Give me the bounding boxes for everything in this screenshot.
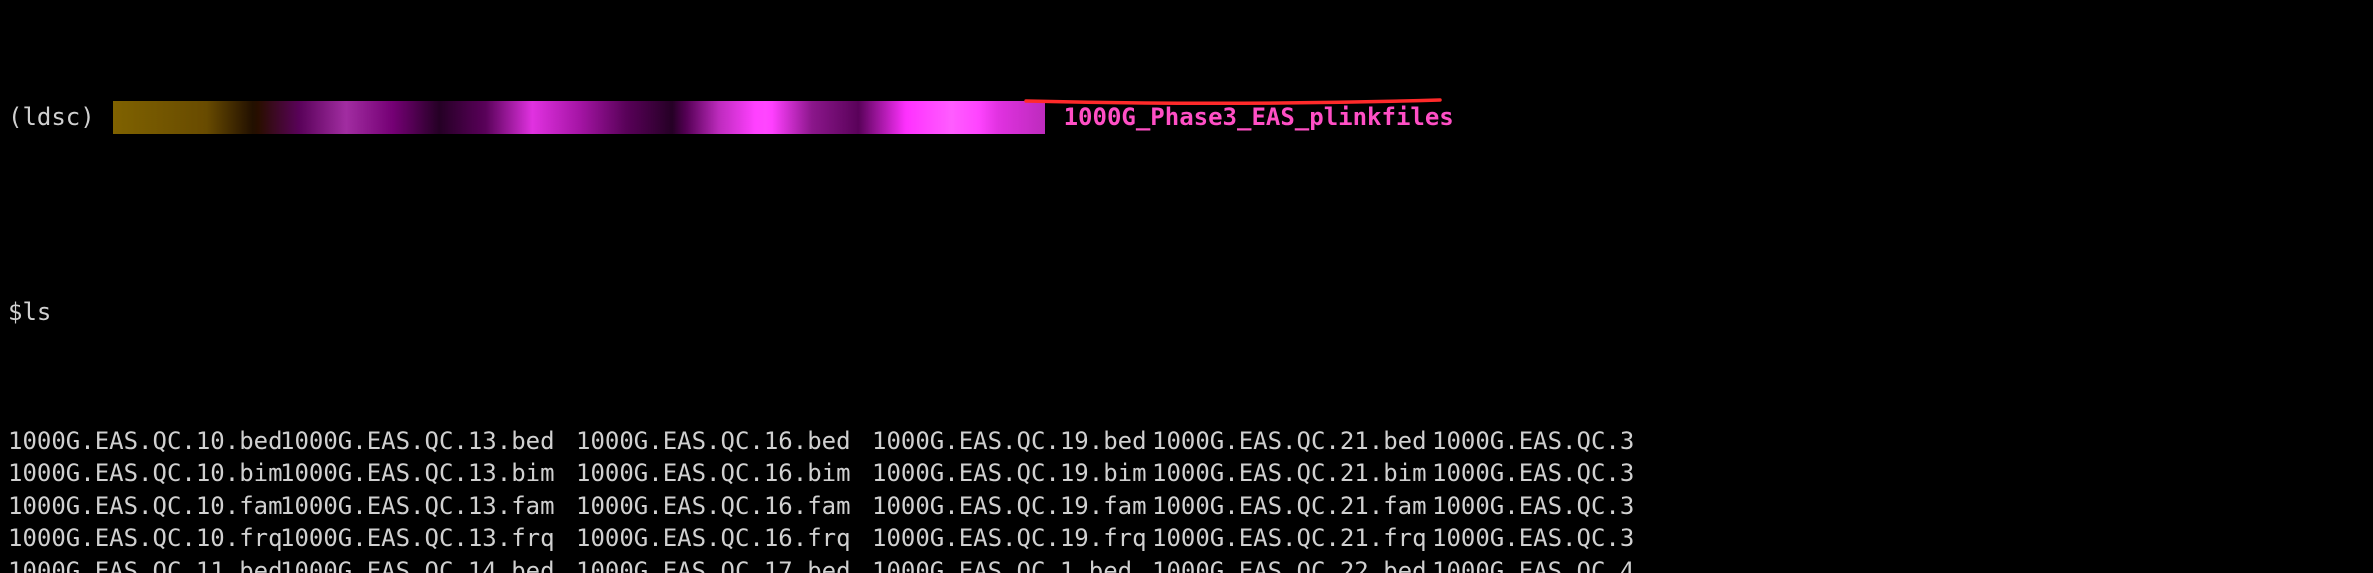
conda-env: (ldsc) <box>8 101 95 133</box>
file-entry: 1000G.EAS.QC.16.bed <box>576 425 872 457</box>
file-entry: 1000G.EAS.QC.16.frq <box>576 522 872 554</box>
file-column: 1000G.EAS.QC.31000G.EAS.QC.31000G.EAS.QC… <box>1432 425 2365 573</box>
file-entry: 1000G.EAS.QC.21.bim <box>1152 457 1432 489</box>
file-entry: 1000G.EAS.QC.1.bed <box>872 555 1152 573</box>
file-column: 1000G.EAS.QC.13.bed1000G.EAS.QC.13.bim10… <box>280 425 576 573</box>
terminal[interactable]: (ldsc) 1000G_Phase3_EAS_plinkfiles $ls 1… <box>0 0 2373 573</box>
file-entry: 1000G.EAS.QC.21.fam <box>1152 490 1432 522</box>
file-entry: 1000G.EAS.QC.3 <box>1432 490 2365 522</box>
file-entry: 1000G.EAS.QC.16.bim <box>576 457 872 489</box>
file-entry: 1000G.EAS.QC.16.fam <box>576 490 872 522</box>
file-entry: 1000G.EAS.QC.21.bed <box>1152 425 1432 457</box>
file-entry: 1000G.EAS.QC.13.bed <box>280 425 576 457</box>
file-entry: 1000G.EAS.QC.10.bed <box>8 425 280 457</box>
file-entry: 1000G.EAS.QC.13.bim <box>280 457 576 489</box>
file-entry: 1000G.EAS.QC.10.fam <box>8 490 280 522</box>
file-column: 1000G.EAS.QC.16.bed1000G.EAS.QC.16.bim10… <box>576 425 872 573</box>
file-entry: 1000G.EAS.QC.19.bim <box>872 457 1152 489</box>
file-entry: 1000G.EAS.QC.19.bed <box>872 425 1152 457</box>
file-entry: 1000G.EAS.QC.13.frq <box>280 522 576 554</box>
annotation-underline <box>1024 32 1442 40</box>
file-column: 1000G.EAS.QC.21.bed1000G.EAS.QC.21.bim10… <box>1152 425 1432 573</box>
cwd-name: 1000G_Phase3_EAS_plinkfiles <box>1064 101 1454 133</box>
file-entry: 1000G.EAS.QC.21.frq <box>1152 522 1432 554</box>
prompt-path-blurred <box>113 101 1045 133</box>
prompt-line: (ldsc) 1000G_Phase3_EAS_plinkfiles <box>8 101 2365 133</box>
file-entry: 1000G.EAS.QC.19.fam <box>872 490 1152 522</box>
file-entry: 1000G.EAS.QC.3 <box>1432 522 2365 554</box>
file-entry: 1000G.EAS.QC.4 <box>1432 555 2365 573</box>
file-entry: 1000G.EAS.QC.3 <box>1432 425 2365 457</box>
file-column: 1000G.EAS.QC.10.bed1000G.EAS.QC.10.bim10… <box>8 425 280 573</box>
file-entry: 1000G.EAS.QC.22.bed <box>1152 555 1432 573</box>
file-entry: 1000G.EAS.QC.17.bed <box>576 555 872 573</box>
file-entry: 1000G.EAS.QC.19.frq <box>872 522 1152 554</box>
file-entry: 1000G.EAS.QC.10.frq <box>8 522 280 554</box>
file-entry: 1000G.EAS.QC.13.fam <box>280 490 576 522</box>
file-entry: 1000G.EAS.QC.10.bim <box>8 457 280 489</box>
file-entry: 1000G.EAS.QC.11.bed <box>8 555 280 573</box>
file-entry: 1000G.EAS.QC.14.bed <box>280 555 576 573</box>
file-listing: 1000G.EAS.QC.10.bed1000G.EAS.QC.10.bim10… <box>8 425 2365 573</box>
file-column: 1000G.EAS.QC.19.bed1000G.EAS.QC.19.bim10… <box>872 425 1152 573</box>
file-entry: 1000G.EAS.QC.3 <box>1432 457 2365 489</box>
command-line: $ls <box>8 296 2365 328</box>
